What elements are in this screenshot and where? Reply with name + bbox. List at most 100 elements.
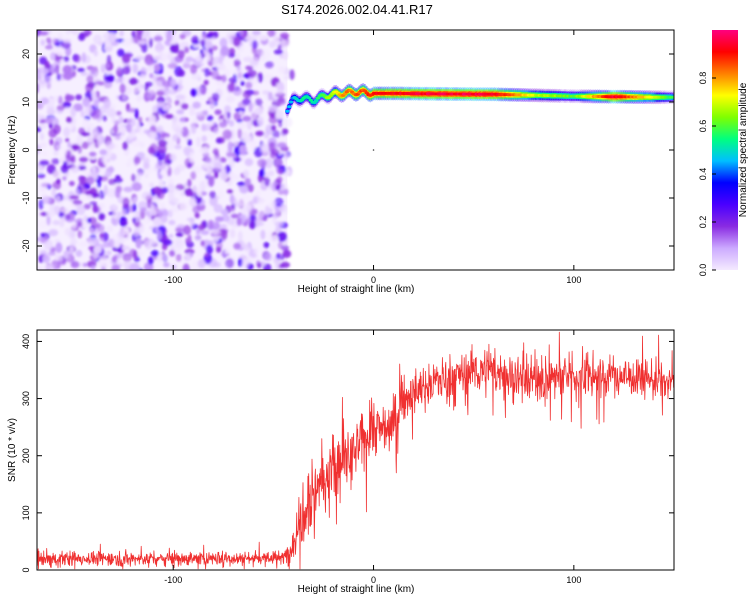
noise-blob bbox=[129, 262, 140, 270]
noise-blob bbox=[44, 60, 50, 70]
noise-blob bbox=[67, 141, 72, 148]
noise-blob bbox=[118, 116, 124, 124]
noise-blob bbox=[51, 158, 60, 165]
noise-blob bbox=[172, 134, 179, 142]
noise-blob bbox=[43, 75, 53, 84]
noise-blob bbox=[104, 41, 112, 48]
noise-blob bbox=[86, 176, 95, 185]
noise-blob bbox=[80, 110, 85, 118]
noise-blob bbox=[105, 141, 115, 150]
noise-blob bbox=[200, 230, 210, 236]
y-tick-label: 0 bbox=[21, 147, 31, 152]
noise-blob bbox=[106, 74, 115, 83]
noise-blob bbox=[283, 117, 293, 128]
noise-blob bbox=[82, 262, 88, 267]
noise-blob bbox=[234, 58, 241, 68]
noise-blob bbox=[191, 35, 200, 45]
noise-blob bbox=[155, 229, 162, 241]
noise-blob bbox=[53, 124, 61, 135]
noise-blob bbox=[174, 188, 179, 194]
noise-blob bbox=[258, 210, 266, 222]
noise-blob bbox=[122, 53, 131, 64]
noise-blob bbox=[182, 126, 189, 137]
noise-blob bbox=[280, 261, 291, 268]
noise-blob bbox=[152, 217, 162, 226]
noise-blob bbox=[59, 259, 67, 266]
noise-blob bbox=[149, 239, 158, 246]
noise-blob bbox=[93, 49, 98, 57]
noise-blob bbox=[167, 209, 173, 218]
noise-blob bbox=[89, 201, 98, 206]
noise-blob bbox=[252, 90, 260, 96]
figure-title: S174.2026.002.04.41.R17 bbox=[281, 2, 433, 17]
noise-blob bbox=[70, 106, 77, 117]
noise-blob bbox=[112, 210, 119, 220]
noise-blob bbox=[260, 55, 266, 62]
noise-blob bbox=[37, 237, 42, 242]
noise-blob bbox=[103, 232, 109, 242]
noise-blob bbox=[204, 253, 209, 258]
noise-blob bbox=[83, 215, 89, 222]
noise-blob bbox=[263, 132, 269, 139]
snr-x-label: Height of straight line (km) bbox=[298, 584, 415, 595]
stray-point bbox=[372, 149, 375, 151]
noise-blob bbox=[217, 189, 225, 199]
noise-blob bbox=[283, 188, 289, 196]
noise-blob bbox=[245, 81, 253, 89]
noise-blob bbox=[235, 107, 246, 113]
noise-blob bbox=[191, 260, 200, 270]
noise-blob bbox=[103, 80, 113, 89]
noise-blob bbox=[43, 239, 54, 251]
noise-blob bbox=[93, 127, 98, 134]
noise-blob bbox=[62, 38, 72, 43]
noise-blob bbox=[77, 145, 83, 155]
noise-blob bbox=[37, 173, 46, 179]
spectrogram-x-ticks: -100 0 100 bbox=[164, 30, 581, 285]
noise-blob bbox=[247, 69, 257, 78]
noise-blob bbox=[179, 202, 188, 211]
noise-blob bbox=[174, 247, 181, 253]
noise-blob bbox=[119, 30, 124, 37]
noise-blob bbox=[278, 169, 284, 175]
noise-blob bbox=[215, 246, 222, 253]
noise-blob bbox=[85, 123, 95, 128]
spectrogram-y-label: Frequency (Hz) bbox=[7, 116, 18, 185]
y-tick-label: 20 bbox=[21, 49, 31, 59]
noise-blob bbox=[75, 94, 83, 101]
noise-blob bbox=[133, 156, 141, 164]
noise-blob bbox=[133, 84, 140, 94]
noise-blob bbox=[114, 188, 121, 199]
noise-blob bbox=[236, 217, 242, 227]
noise-blob bbox=[208, 219, 214, 230]
noise-blob bbox=[272, 200, 277, 206]
noise-blob bbox=[55, 195, 61, 204]
noise-blob bbox=[274, 143, 280, 149]
spectrogram-x-label: Height of straight line (km) bbox=[298, 284, 415, 295]
noise-blob bbox=[196, 188, 202, 198]
noise-blob bbox=[98, 190, 105, 199]
noise-blob bbox=[180, 191, 186, 197]
noise-blob bbox=[257, 72, 264, 83]
noise-blob bbox=[213, 126, 219, 135]
signal-cell bbox=[314, 99, 319, 103]
noise-blob bbox=[185, 252, 191, 260]
noise-blob bbox=[237, 230, 243, 242]
noise-blob bbox=[179, 34, 186, 40]
noise-blob bbox=[183, 146, 191, 155]
noise-blob bbox=[149, 206, 159, 216]
snr-y-label: SNR (10 * v/v) bbox=[7, 418, 18, 482]
noise-blob bbox=[87, 30, 92, 35]
noise-blob bbox=[114, 120, 120, 126]
noise-blob bbox=[227, 53, 236, 58]
noise-blob bbox=[54, 239, 61, 244]
noise-blob bbox=[194, 62, 205, 67]
noise-blob bbox=[113, 177, 123, 184]
noise-blob bbox=[153, 35, 163, 42]
noise-blob bbox=[62, 65, 73, 75]
noise-blob bbox=[121, 220, 128, 227]
noise-blob bbox=[65, 137, 70, 143]
noise-blob bbox=[175, 227, 184, 233]
noise-blob bbox=[38, 123, 48, 130]
noise-blob bbox=[179, 117, 186, 123]
colorbar-tick-label: 0.2 bbox=[698, 216, 708, 229]
